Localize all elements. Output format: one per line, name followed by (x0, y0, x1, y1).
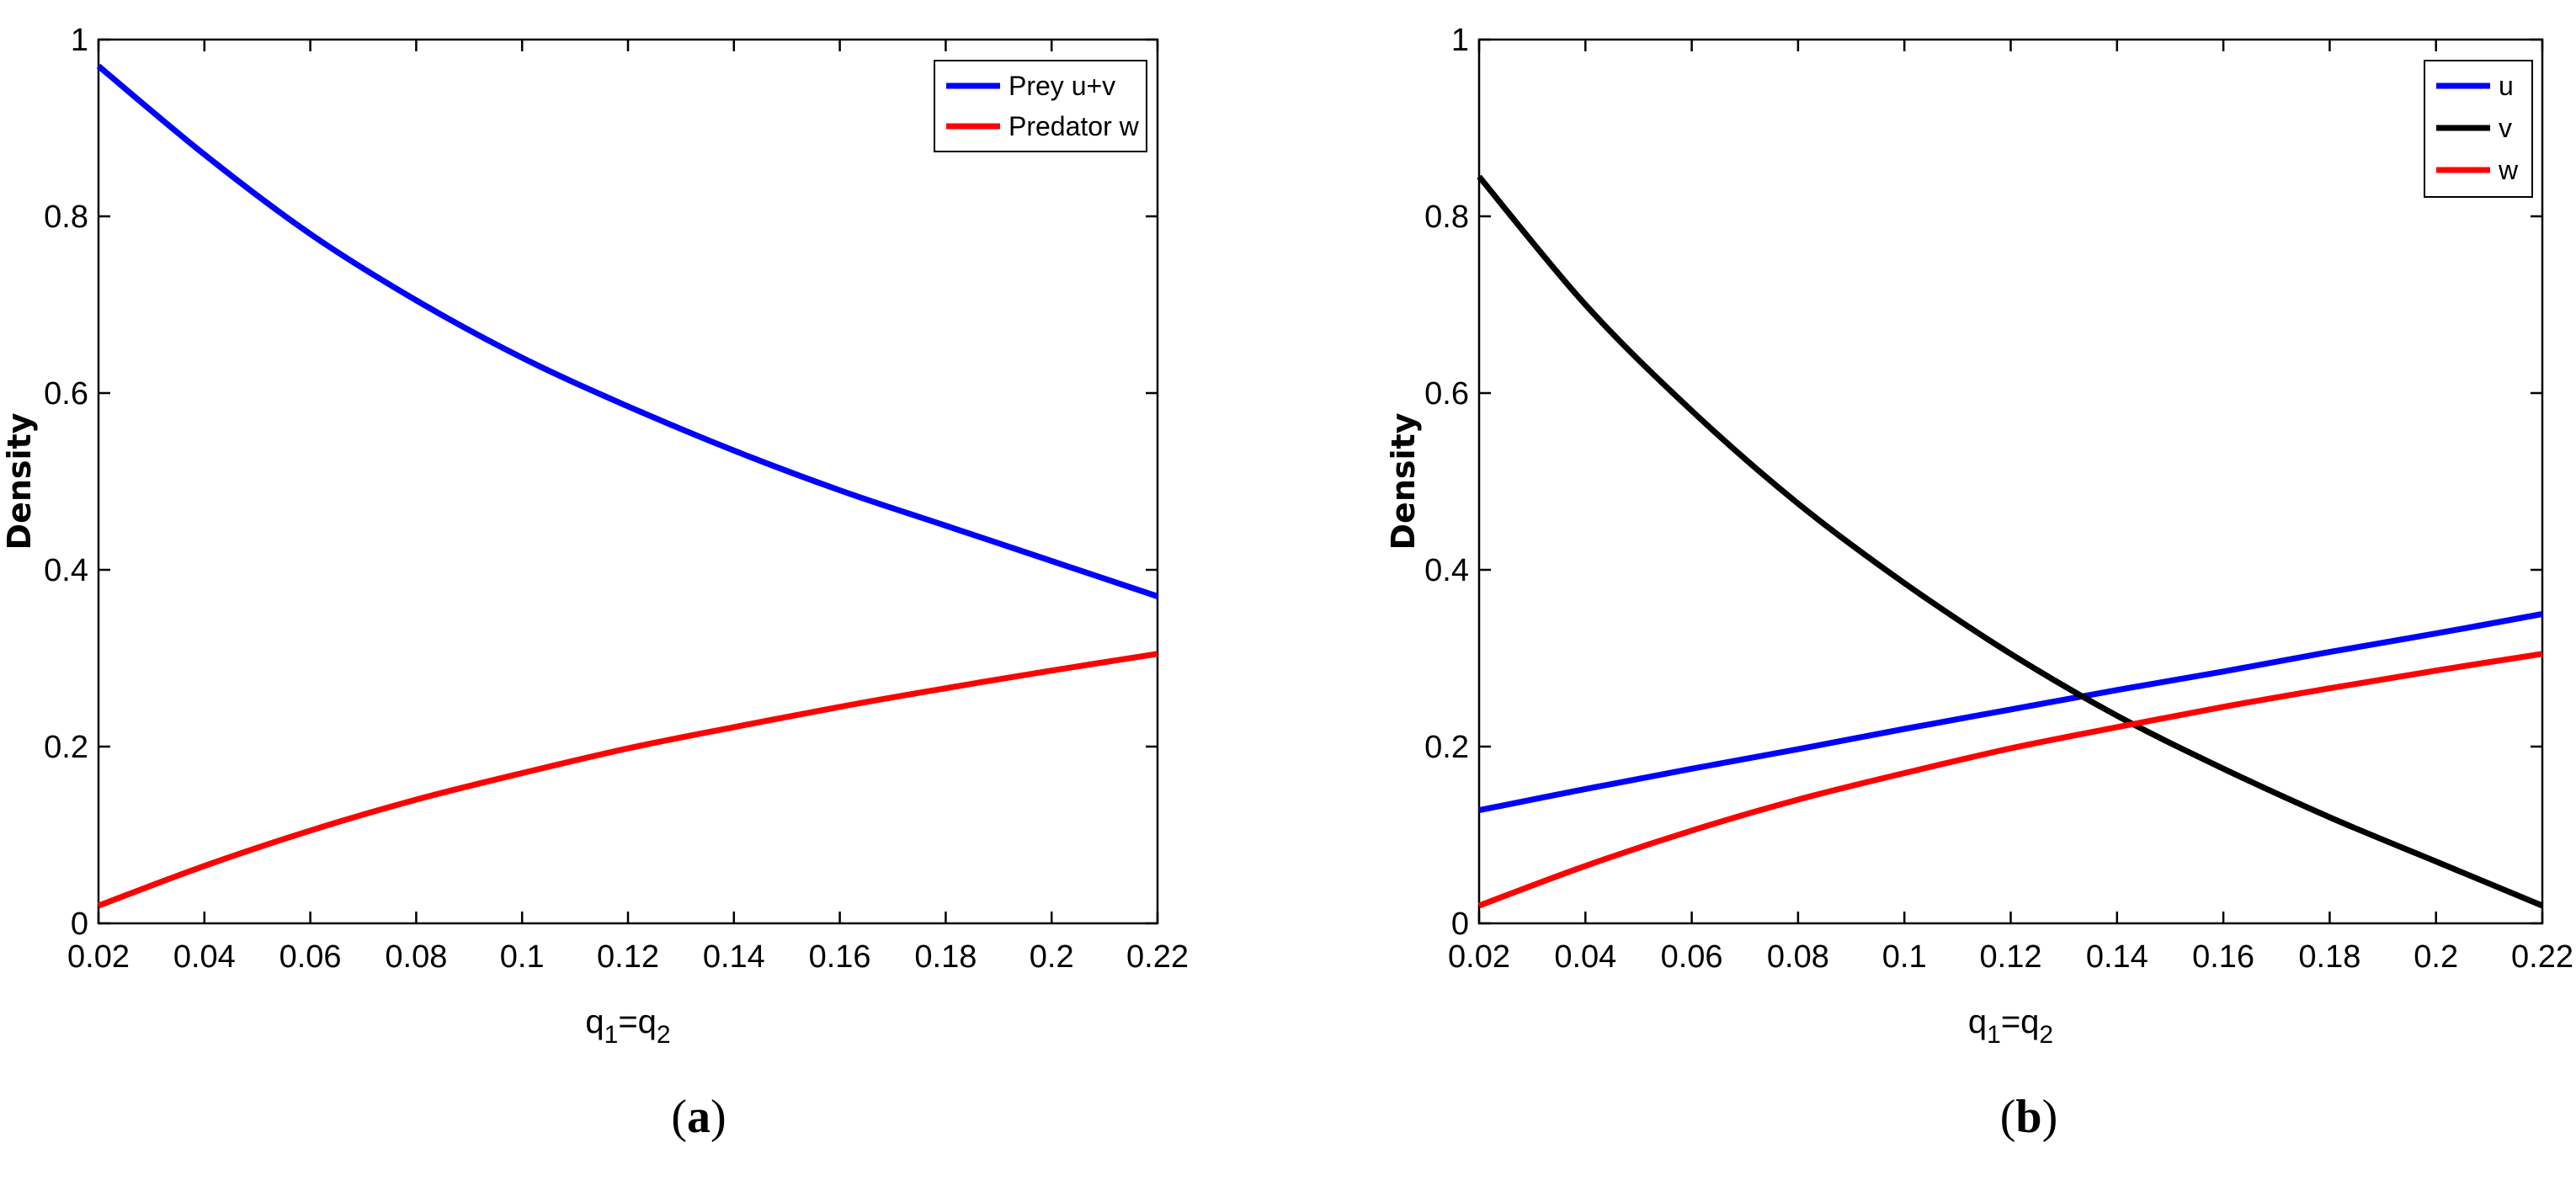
x-tick-label: 0.14 (703, 939, 765, 975)
x-tick-label: 0.22 (2511, 939, 2573, 975)
x-axis-label-sub1: 1 (1987, 1021, 2001, 1049)
x-tick-label: 0.04 (173, 939, 236, 975)
caption-letter: a (687, 1091, 711, 1143)
x-tick-label: 0.08 (385, 939, 447, 975)
series-line-v (1477, 174, 2544, 909)
caption-close: ) (711, 1091, 726, 1143)
panel-caption: (b) (2000, 1091, 2057, 1143)
x-axis-label-sub2: 2 (2039, 1021, 2053, 1049)
x-axis-label-base: q (1968, 1003, 1987, 1040)
x-tick-label: 0.06 (279, 939, 342, 975)
y-tick-label: 0 (71, 907, 88, 942)
series-line-w (1477, 651, 2543, 909)
y-tick-label: 0.6 (44, 376, 88, 412)
y-tick-label: 0.2 (44, 730, 88, 765)
y-tick-label: 0.8 (1424, 199, 1469, 235)
y-tick-label: 0.4 (44, 553, 88, 588)
x-tick-label: 0.1 (500, 939, 545, 975)
legend: uvw (2424, 60, 2533, 198)
y-tick-label: 1 (1451, 23, 1469, 58)
y-tick-label: 0.6 (1424, 376, 1469, 412)
x-tick-label: 0.18 (2298, 939, 2360, 975)
y-tick-label: 0.2 (1424, 730, 1469, 765)
x-tick-label: 0.08 (1767, 939, 1829, 975)
panel-caption: (a) (671, 1091, 726, 1143)
y-axis-label: Density (1, 412, 38, 550)
caption-open: ( (2000, 1091, 2016, 1143)
x-axis-label: q1=q2 (585, 1003, 670, 1049)
x-tick-label: 0.06 (1661, 939, 1723, 975)
legend-label: Predator w (1009, 111, 1140, 141)
legend-label: v (2499, 113, 2512, 143)
x-axis-label-eq: =q (618, 1003, 657, 1040)
x-axis-label-base: q (585, 1003, 604, 1040)
plot-area (1477, 38, 2544, 925)
x-tick-label: 0.2 (1030, 939, 1074, 975)
legend: Prey u+v Predator w (934, 60, 1147, 152)
x-tick-label: 0.12 (1980, 939, 2042, 975)
x-tick-label: 0.16 (2192, 939, 2254, 975)
x-tick-label: 0.14 (2086, 939, 2148, 975)
y-axis-label: Density (1385, 412, 1422, 550)
x-tick-label: 0.2 (2414, 939, 2458, 975)
x-axis-label-sub2: 2 (657, 1021, 671, 1049)
x-tick-label: 0.22 (1126, 939, 1189, 975)
legend-label: w (2498, 155, 2519, 185)
series-line-predator-w (97, 651, 1158, 909)
x-tick-label: 0.16 (809, 939, 871, 975)
x-tick-label: 0.02 (1448, 939, 1510, 975)
y-tick-label: 0.8 (44, 199, 88, 235)
x-tick-label: 0.12 (597, 939, 659, 975)
x-axis-label-eq: =q (2001, 1003, 2040, 1040)
caption-close: ) (2042, 1091, 2058, 1143)
series-line-u (1478, 611, 2543, 814)
legend-box (934, 60, 1147, 152)
plot-area (97, 38, 1159, 925)
caption-open: ( (671, 1091, 687, 1143)
x-tick-label: 0.04 (1554, 939, 1616, 975)
series-line-prey-u-v (96, 63, 1159, 599)
x-tick-label: 0.02 (67, 939, 130, 975)
x-tick-label: 0.18 (914, 939, 977, 975)
y-tick-label: 0 (1451, 907, 1469, 942)
y-tick-label: 0.4 (1424, 553, 1469, 588)
legend-label: u (2499, 71, 2514, 101)
panel-b: 0.02 0.04 0.06 0.08 0.1 0.12 0.14 0.16 0.18 0.2 0.… (1385, 23, 2573, 1143)
x-axis-label: q1=q2 (1968, 1003, 2053, 1049)
x-tick-label: 0.1 (1882, 939, 1927, 975)
legend-label: Prey u+v (1009, 71, 1115, 101)
caption-letter: b (2015, 1091, 2041, 1143)
y-tick-label: 1 (71, 23, 88, 58)
x-axis-label-sub1: 1 (604, 1021, 619, 1049)
panel-a: 0.02 0.04 0.06 0.08 0.1 0.12 0.14 0.16 0.18 0.2 0.… (1, 23, 1189, 1143)
